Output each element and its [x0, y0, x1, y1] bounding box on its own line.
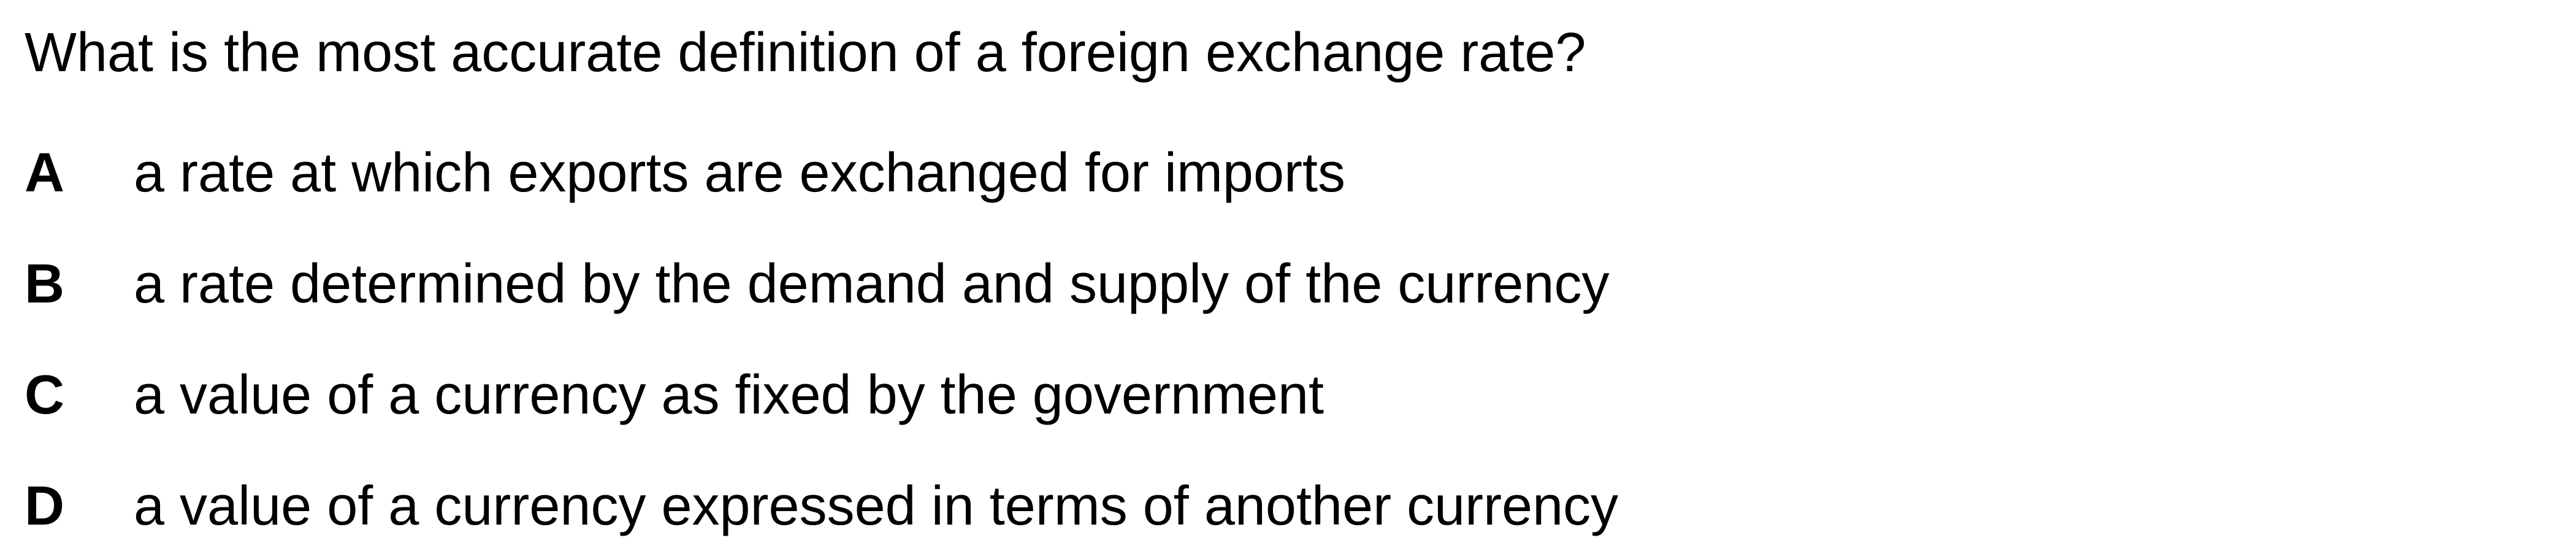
- answer-option-b[interactable]: B a rate determined by the demand and su…: [0, 253, 1840, 315]
- option-text: a rate at which exports are exchanged fo…: [134, 142, 1346, 204]
- option-letter: D: [25, 476, 64, 537]
- answer-option-d[interactable]: D a value of a currency expressed in ter…: [0, 476, 1840, 537]
- option-text: a value of a currency expressed in terms…: [134, 476, 1619, 537]
- answer-option-c[interactable]: C a value of a currency as fixed by the …: [0, 364, 1840, 426]
- option-letter: C: [25, 364, 64, 426]
- option-text: a value of a currency as fixed by the go…: [134, 364, 1324, 426]
- question-stem: What is the most accurate definition of …: [25, 22, 1586, 83]
- option-letter: B: [25, 253, 64, 315]
- option-text: a rate determined by the demand and supp…: [134, 253, 1610, 315]
- answer-option-a[interactable]: A a rate at which exports are exchanged …: [0, 142, 1840, 204]
- option-letter: A: [25, 142, 64, 204]
